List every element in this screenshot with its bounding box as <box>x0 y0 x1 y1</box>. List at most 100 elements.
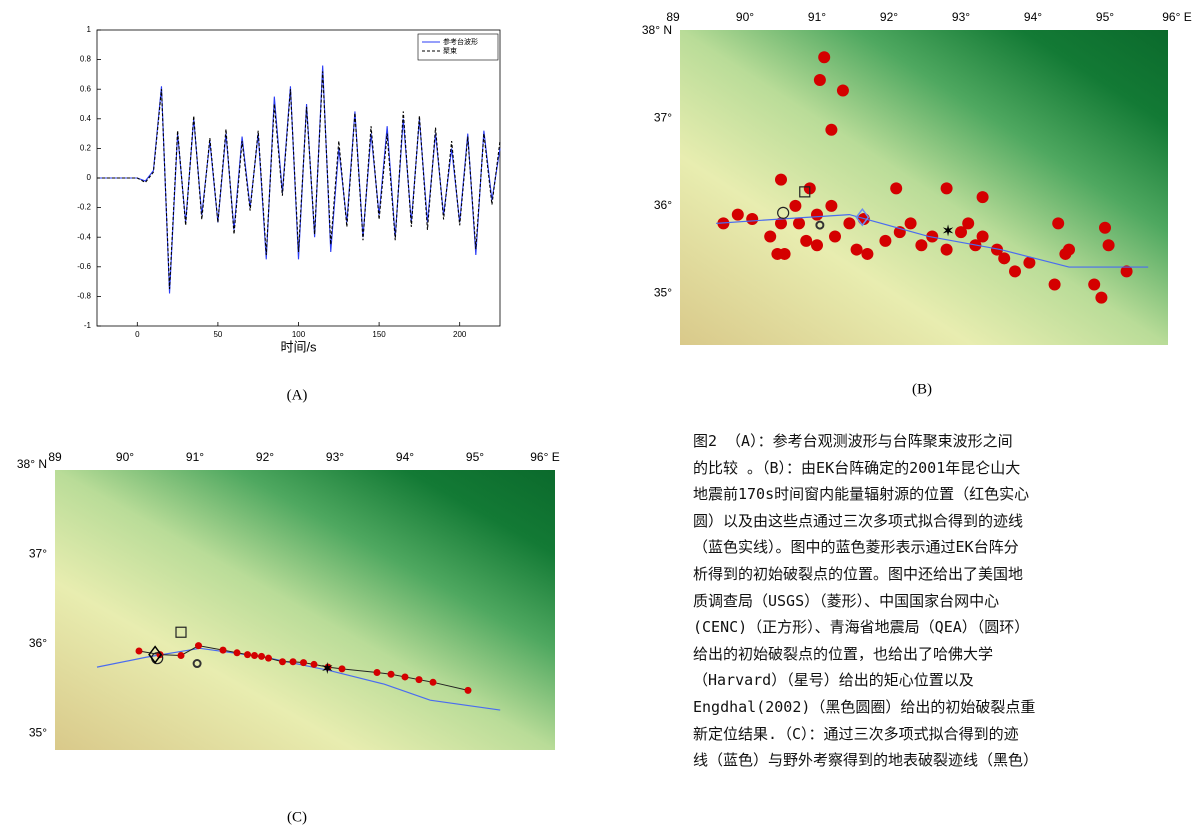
y-tick-label: 35° <box>29 725 47 739</box>
source-point <box>764 230 776 242</box>
caption: 图2 （A）：参考台观测波形与台阵聚束波形之间的比较 。（B）：由EK台阵确定的… <box>693 428 1193 774</box>
legend-label: 聚束 <box>443 47 457 55</box>
caption-line: 图2 （A）：参考台观测波形与台阵聚束波形之间 <box>693 428 1193 455</box>
caption-line: (CENC)（正方形）、青海省地震局（QEA）（圆环） <box>693 614 1193 641</box>
source-point <box>279 658 286 665</box>
source-point <box>837 84 849 96</box>
source-point <box>388 671 395 678</box>
source-point <box>1099 222 1111 234</box>
caption-line: 质调查局（USGS）（菱形）、中国国家台网中心 <box>693 588 1193 615</box>
source-point <box>977 191 989 203</box>
caption-line: 圆）以及由这些点通过三次多项式拟合得到的迹线 <box>693 508 1193 535</box>
x-tick-label: 92° <box>880 10 898 24</box>
x-tick-label: 94° <box>396 450 414 464</box>
source-point <box>851 244 863 256</box>
x-tick-label: 89 <box>48 450 62 464</box>
source-point <box>977 230 989 242</box>
page: {"chart_data":[ {"type":"line","xlabel":… <box>0 0 1203 833</box>
source-point <box>1049 279 1061 291</box>
caption-line: 线（蓝色）与野外考察得到的地表破裂迹线（黑色） <box>693 747 1193 774</box>
source-point <box>339 665 346 672</box>
source-point <box>800 235 812 247</box>
source-point <box>265 655 272 662</box>
x-axis-label: 时间/s <box>280 339 317 354</box>
y-tick-label: 36° <box>29 636 47 650</box>
source-point <box>195 642 202 649</box>
caption-line: 的比较 。（B）：由EK台阵确定的2001年昆仑山大 <box>693 455 1193 482</box>
caption-line: Engdhal(2002)（黑色圆圈）给出的初始破裂点重 <box>693 694 1193 721</box>
x-tick-label: 93° <box>326 450 344 464</box>
source-point <box>1103 239 1115 251</box>
x-tick-label: 100 <box>292 330 306 339</box>
panel-label: (B) <box>912 381 932 397</box>
x-tick-label: 0 <box>135 330 140 339</box>
source-point <box>861 248 873 260</box>
source-point <box>879 235 891 247</box>
caption-line: 析得到的初始破裂点的位置。图中还给出了美国地 <box>693 561 1193 588</box>
source-point <box>1009 265 1021 277</box>
x-tick-label: 92° <box>256 450 274 464</box>
y-tick-label: -0.4 <box>77 232 91 241</box>
caption-line: 地震前170s时间窗内能量辐射源的位置（红色实心 <box>693 481 1193 508</box>
source-point <box>290 658 297 665</box>
caption-line: 给出的初始破裂点的位置，也给出了哈佛大学 <box>693 641 1193 668</box>
source-point <box>941 244 953 256</box>
x-tick-label: 200 <box>453 330 467 339</box>
source-point <box>300 659 307 666</box>
y-tick-label: 0.6 <box>80 84 92 93</box>
source-point <box>402 673 409 680</box>
y-tick-label: -0.2 <box>77 203 91 212</box>
panel-label: (A) <box>287 387 308 403</box>
source-point <box>825 200 837 212</box>
x-tick-label: 150 <box>372 330 386 339</box>
y-tick-label: -0.8 <box>77 292 91 301</box>
source-point <box>905 217 917 229</box>
source-point <box>811 239 823 251</box>
y-tick-label: 0 <box>87 173 92 182</box>
x-tick-label: 95° <box>466 450 484 464</box>
panel-label: (C) <box>287 809 307 825</box>
source-point <box>843 217 855 229</box>
caption-line: （Harvard）（星号）给出的矩心位置以及 <box>693 667 1193 694</box>
source-point <box>998 252 1010 264</box>
source-point <box>811 209 823 221</box>
source-point <box>732 209 744 221</box>
source-point <box>1095 292 1107 304</box>
x-tick-label: 91° <box>808 10 826 24</box>
y-tick-label: 38° N <box>642 23 672 37</box>
source-point <box>234 649 241 656</box>
x-tick-label: 91° <box>186 450 204 464</box>
source-point <box>178 652 185 659</box>
source-point <box>136 648 143 655</box>
source-point <box>244 651 251 658</box>
source-point <box>1088 279 1100 291</box>
y-tick-label: 37° <box>654 111 672 125</box>
source-point <box>465 687 472 694</box>
y-tick-label: -1 <box>84 321 92 330</box>
source-point <box>818 51 830 63</box>
source-point <box>814 74 826 86</box>
y-tick-label: 0.4 <box>80 114 92 123</box>
source-point <box>775 174 787 186</box>
source-point <box>915 239 927 251</box>
source-point <box>220 647 227 654</box>
y-tick-label: 37° <box>29 547 47 561</box>
source-point <box>789 200 801 212</box>
source-point <box>829 230 841 242</box>
map-terrain <box>55 470 555 750</box>
source-point <box>941 182 953 194</box>
x-tick-label: 90° <box>116 450 134 464</box>
source-point <box>374 669 381 676</box>
source-point <box>258 653 265 660</box>
source-point <box>825 124 837 136</box>
y-tick-label: -0.6 <box>77 262 91 271</box>
x-tick-label: 95° <box>1096 10 1114 24</box>
source-point <box>746 213 758 225</box>
y-tick-label: 38° N <box>17 457 47 471</box>
caption-line: 新定位结果.（C）：通过三次多项式拟合得到的迹 <box>693 721 1193 748</box>
x-tick-label: 89 <box>666 10 680 24</box>
source-point <box>771 248 783 260</box>
y-tick-label: 1 <box>87 25 92 34</box>
y-tick-label: 35° <box>654 285 672 299</box>
source-point <box>1063 244 1075 256</box>
